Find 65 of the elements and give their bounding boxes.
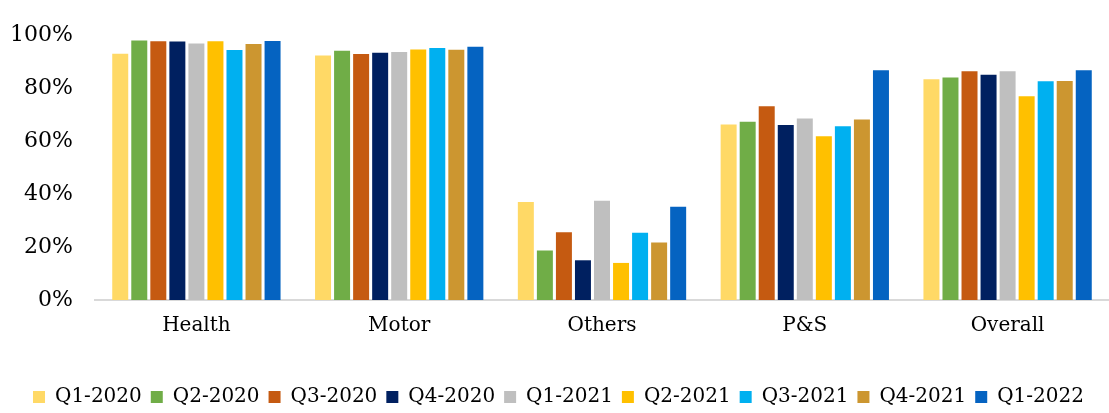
bar bbox=[410, 49, 427, 300]
bar bbox=[632, 232, 649, 300]
y-tick-label: 80% bbox=[24, 73, 73, 99]
x-tick-label: Overall bbox=[970, 312, 1045, 337]
legend-label: Q1-2020 bbox=[55, 383, 142, 408]
bar bbox=[353, 54, 370, 300]
legend-label: Q1-2021 bbox=[526, 383, 613, 408]
bar bbox=[517, 202, 534, 300]
legend-label: Q3-2020 bbox=[290, 383, 378, 408]
bar bbox=[1037, 81, 1054, 300]
legend-label: Q1-2022 bbox=[997, 383, 1084, 408]
bar bbox=[942, 77, 959, 300]
bar bbox=[555, 232, 572, 300]
bar bbox=[720, 124, 737, 300]
bar bbox=[670, 206, 687, 300]
bar bbox=[1075, 70, 1092, 300]
bar bbox=[131, 40, 148, 300]
y-tick-label: 20% bbox=[24, 232, 73, 258]
x-tick-label: Health bbox=[162, 312, 231, 337]
bar bbox=[536, 250, 553, 300]
legend-label: Q4-2021 bbox=[879, 383, 967, 408]
bar bbox=[334, 50, 351, 300]
legend-label: Q4-2020 bbox=[408, 383, 496, 408]
bar bbox=[796, 118, 813, 300]
bar bbox=[980, 74, 997, 300]
legend-label: Q3-2021 bbox=[761, 383, 849, 408]
bar bbox=[872, 70, 889, 300]
bar bbox=[574, 260, 591, 300]
bar bbox=[391, 51, 408, 300]
bar bbox=[1056, 81, 1073, 300]
bar bbox=[150, 41, 167, 300]
bar bbox=[245, 43, 262, 300]
bar bbox=[834, 126, 851, 300]
y-tick-label: 100% bbox=[10, 20, 73, 46]
bar bbox=[207, 41, 224, 300]
y-tick-label: 40% bbox=[24, 179, 73, 205]
bar bbox=[448, 49, 465, 300]
bar bbox=[169, 41, 186, 300]
legend-label: Q2-2021 bbox=[643, 383, 731, 408]
bar bbox=[594, 200, 610, 300]
bar bbox=[429, 47, 446, 300]
bar bbox=[815, 136, 832, 300]
bar bbox=[651, 242, 668, 300]
bar bbox=[1018, 96, 1035, 300]
bar bbox=[758, 106, 775, 300]
bar bbox=[739, 121, 756, 300]
bar bbox=[112, 53, 129, 300]
bar bbox=[999, 71, 1016, 300]
y-tick-label: 0% bbox=[38, 285, 73, 311]
x-tick-label: P&S bbox=[782, 312, 828, 337]
bar bbox=[264, 41, 281, 300]
bar bbox=[372, 52, 389, 300]
bar bbox=[467, 46, 484, 300]
bar bbox=[315, 55, 332, 300]
bar bbox=[226, 50, 243, 300]
bar bbox=[188, 43, 205, 300]
bar bbox=[613, 262, 630, 300]
bar bbox=[853, 119, 870, 300]
y-tick-label: 60% bbox=[24, 126, 73, 152]
bar bbox=[777, 124, 794, 300]
legend-label: Q2-2020 bbox=[172, 383, 260, 408]
bar bbox=[923, 79, 940, 300]
x-tick-label: Others bbox=[567, 312, 637, 337]
bar bbox=[961, 71, 978, 300]
x-tick-label: Motor bbox=[368, 312, 431, 337]
